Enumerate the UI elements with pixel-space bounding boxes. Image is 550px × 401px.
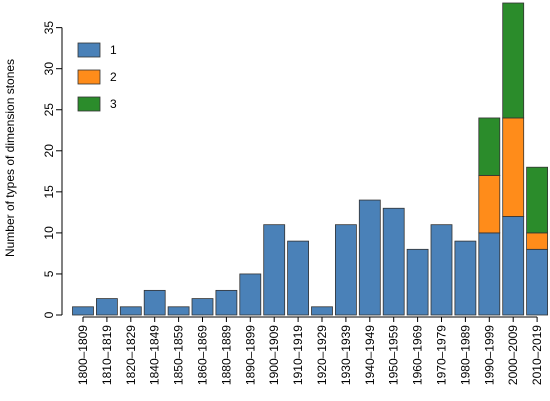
bar-segment xyxy=(72,306,94,316)
y-tick-label: 30 xyxy=(42,62,56,76)
x-tick-label: 2000–2009 xyxy=(506,325,520,385)
x-tick-label: 1890–1899 xyxy=(243,325,257,385)
x-tick-label: 1880–1889 xyxy=(219,325,233,385)
legend-label: 2 xyxy=(110,70,117,84)
x-tick-label: 1810–1819 xyxy=(100,325,114,385)
legend-label: 3 xyxy=(110,97,117,111)
x-tick-label: 1940–1949 xyxy=(363,325,377,385)
bar-segment xyxy=(454,240,477,316)
bar-segment xyxy=(478,232,501,316)
y-tick-label: 15 xyxy=(42,185,56,199)
bar-segment xyxy=(167,306,190,316)
bar-segment xyxy=(143,289,166,316)
x-tick-label: 1920–1929 xyxy=(315,325,329,385)
x-tick-label: 1990–1999 xyxy=(482,325,496,385)
legend-swatch xyxy=(77,96,101,112)
x-tick-label: 2010–2019 xyxy=(530,325,544,385)
y-tick-label: 10 xyxy=(42,226,56,240)
legend-label: 1 xyxy=(110,43,117,57)
y-tick-label: 5 xyxy=(42,270,56,277)
bar-segment xyxy=(478,117,501,176)
x-tick-label: 1950–1959 xyxy=(387,325,401,385)
x-tick-label: 1910–1919 xyxy=(291,325,305,385)
x-tick-label: 1840–1849 xyxy=(148,325,162,385)
x-tick-label: 1970–1979 xyxy=(435,325,449,385)
bar-segment xyxy=(526,166,548,234)
bar-segment xyxy=(96,298,118,316)
bar-segment xyxy=(191,298,214,316)
bar-segment xyxy=(478,175,501,234)
bar-segment xyxy=(526,248,548,316)
bar-segment xyxy=(502,216,525,316)
y-tick-label: 20 xyxy=(42,144,56,158)
y-axis-label: Number of types of dimension stones xyxy=(3,59,17,257)
y-tick-label: 35 xyxy=(42,21,56,35)
bar-segment xyxy=(382,207,405,316)
bar-segment xyxy=(119,306,142,316)
bar-segment xyxy=(526,232,548,250)
bar-segment xyxy=(334,224,357,316)
x-tick-label: 1850–1859 xyxy=(172,325,186,385)
y-tick-label: 25 xyxy=(42,103,56,117)
bar-segment xyxy=(502,2,525,119)
bar-segment xyxy=(430,224,453,316)
legend-swatch xyxy=(77,42,101,58)
bar-segment xyxy=(239,273,262,316)
legend-swatch xyxy=(77,69,101,85)
bar-segment xyxy=(358,199,381,316)
x-tick-label: 1860–1869 xyxy=(196,325,210,385)
x-tick-label: 1960–1969 xyxy=(411,325,425,385)
bar-segment xyxy=(311,306,333,316)
x-tick-label: 1820–1829 xyxy=(124,325,138,385)
x-tick-label: 1980–1989 xyxy=(458,325,472,385)
bar-segment xyxy=(263,224,286,316)
bar-segment xyxy=(502,117,525,217)
x-tick-label: 1900–1909 xyxy=(267,325,281,385)
y-tick-label: 0 xyxy=(42,311,56,318)
x-tick-label: 1800–1809 xyxy=(76,325,90,385)
bar-segment xyxy=(287,240,310,316)
bar-segment xyxy=(406,248,429,316)
x-tick-label: 1930–1939 xyxy=(339,325,353,385)
bar-segment xyxy=(215,289,238,316)
